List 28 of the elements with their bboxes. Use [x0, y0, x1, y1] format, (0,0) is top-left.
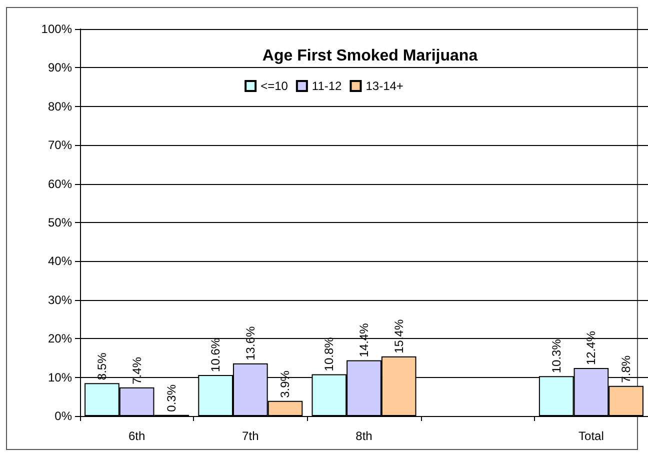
data-label: 10.8%	[322, 336, 336, 372]
data-label: 10.3%	[549, 338, 564, 374]
y-tick-label: 0%	[54, 409, 72, 423]
y-tick-label: 50%	[48, 216, 72, 230]
text: Age First Smoked Marijuana	[262, 48, 478, 64]
legend-label: <=10	[260, 79, 288, 93]
data-label: 10.6%	[208, 338, 223, 372]
data-label: 15.4%	[392, 319, 406, 354]
y-tick-label: 20%	[48, 332, 72, 346]
y-tick-label: 40%	[48, 254, 72, 268]
y-tick-label: 100%	[41, 22, 72, 36]
legend-label: 11-12	[312, 79, 342, 93]
data-label: 8.5%	[94, 352, 109, 380]
y-tick-label: 80%	[48, 99, 72, 114]
legend-label: 13-14+	[366, 79, 404, 93]
x-tick-label: Total	[578, 429, 604, 443]
data-label: 7.4%	[130, 356, 144, 384]
y-tick-label: 60%	[48, 176, 72, 191]
x-tick-label: 8th	[356, 429, 372, 443]
data-label: 7.8%	[619, 355, 634, 383]
x-tick-label: 6th	[128, 429, 146, 443]
data-label: 14.4%	[357, 322, 371, 358]
data-label: 0.3%	[164, 384, 179, 412]
y-tick-label: 90%	[48, 60, 72, 75]
y-tick-label: 30%	[48, 292, 72, 307]
y-tick-label: 10%	[48, 370, 72, 384]
y-tick-label: 70%	[48, 138, 72, 152]
x-tick-label: 7th	[242, 429, 259, 443]
